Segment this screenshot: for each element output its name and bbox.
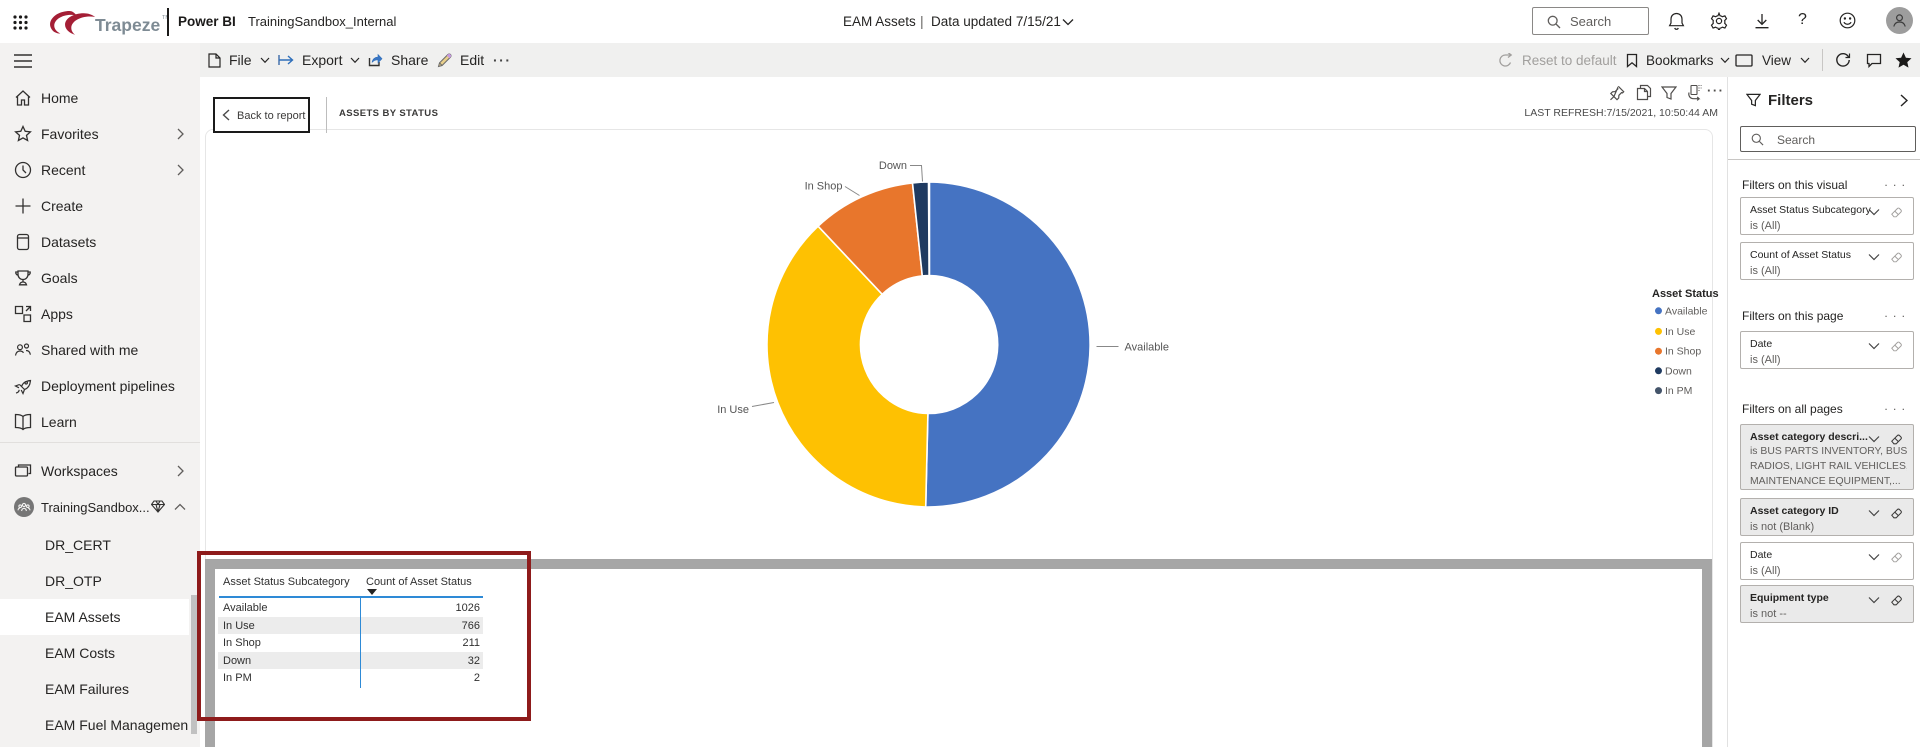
svg-text:In Shop: In Shop <box>1665 346 1701 358</box>
svg-text:Available: Available <box>1125 342 1169 354</box>
svg-text:In PM: In PM <box>1665 385 1692 397</box>
svg-text:In Shop: In Shop <box>805 181 843 193</box>
svg-text:Available: Available <box>1665 305 1708 317</box>
svg-text:In Use: In Use <box>717 404 749 416</box>
svg-text:Trapeze: Trapeze <box>95 15 160 35</box>
svg-text:Down: Down <box>1665 365 1692 377</box>
svg-text:Down: Down <box>879 160 907 172</box>
svg-text:TM: TM <box>162 15 169 21</box>
svg-text:In Use: In Use <box>1665 326 1696 338</box>
